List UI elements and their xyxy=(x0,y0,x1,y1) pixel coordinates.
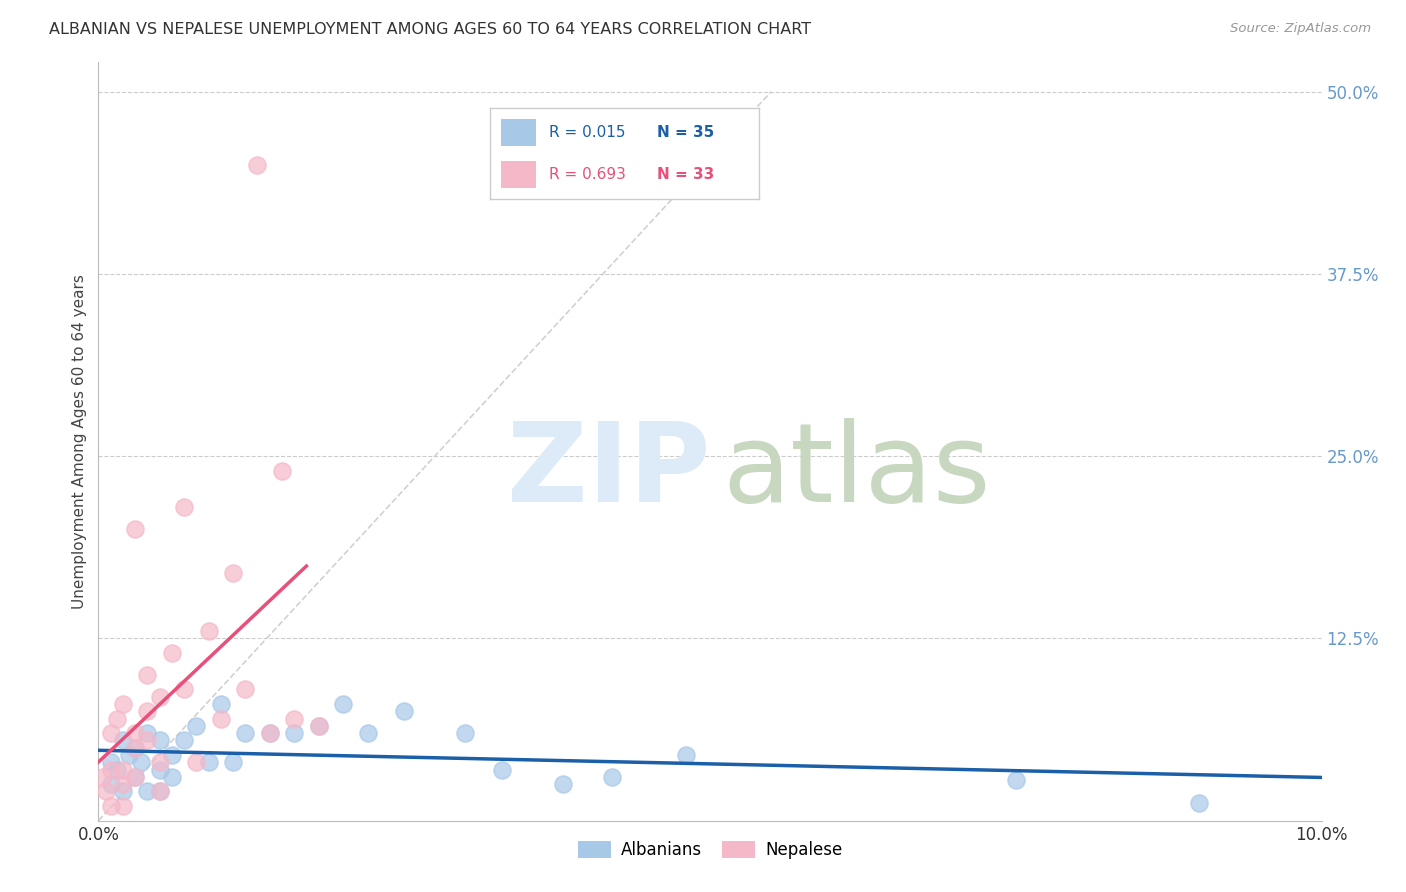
Point xyxy=(160,747,183,762)
Point xyxy=(283,712,305,726)
Point xyxy=(100,726,122,740)
Point xyxy=(332,697,354,711)
Point xyxy=(111,777,134,791)
Point xyxy=(91,770,114,784)
Point xyxy=(136,704,159,718)
Text: atlas: atlas xyxy=(723,418,991,525)
Point xyxy=(197,756,219,770)
Point xyxy=(124,770,146,784)
Point xyxy=(124,522,146,536)
Point xyxy=(118,747,141,762)
Point xyxy=(259,726,281,740)
Y-axis label: Unemployment Among Ages 60 to 64 years: Unemployment Among Ages 60 to 64 years xyxy=(72,274,87,609)
Point xyxy=(160,770,183,784)
Point xyxy=(209,697,232,711)
Point xyxy=(600,770,623,784)
Text: Source: ZipAtlas.com: Source: ZipAtlas.com xyxy=(1230,22,1371,36)
Point xyxy=(308,719,330,733)
Point xyxy=(259,726,281,740)
Point xyxy=(246,157,269,171)
Point xyxy=(100,777,122,791)
Point xyxy=(160,646,183,660)
Point xyxy=(356,726,378,740)
Point xyxy=(149,763,172,777)
Point xyxy=(1004,772,1026,787)
Point xyxy=(149,784,172,798)
Point xyxy=(149,733,172,747)
Point xyxy=(111,763,134,777)
Point xyxy=(283,726,305,740)
Point xyxy=(491,763,513,777)
Text: ALBANIAN VS NEPALESE UNEMPLOYMENT AMONG AGES 60 TO 64 YEARS CORRELATION CHART: ALBANIAN VS NEPALESE UNEMPLOYMENT AMONG … xyxy=(49,22,811,37)
Point xyxy=(173,733,195,747)
Point xyxy=(186,719,208,733)
Point xyxy=(1188,796,1211,810)
Point xyxy=(105,763,128,777)
Point xyxy=(222,566,245,580)
Point xyxy=(105,712,128,726)
Point xyxy=(454,726,477,740)
Point xyxy=(308,719,330,733)
Point xyxy=(270,464,292,478)
Point xyxy=(124,740,146,755)
Point xyxy=(209,712,232,726)
Point xyxy=(222,756,245,770)
Point xyxy=(197,624,219,639)
Point xyxy=(136,784,159,798)
Point xyxy=(129,756,152,770)
Point xyxy=(675,747,697,762)
Point xyxy=(173,500,195,515)
Point xyxy=(111,784,134,798)
Point xyxy=(124,770,146,784)
Point xyxy=(100,799,122,814)
Point xyxy=(149,756,172,770)
Point xyxy=(111,799,134,814)
Text: ZIP: ZIP xyxy=(506,418,710,525)
Point xyxy=(233,726,256,740)
Point xyxy=(149,784,172,798)
Point xyxy=(233,682,256,697)
Point xyxy=(111,733,134,747)
Point xyxy=(124,740,146,755)
Point xyxy=(136,733,159,747)
Point xyxy=(100,763,122,777)
Point xyxy=(173,682,195,697)
Point xyxy=(124,726,146,740)
Point xyxy=(186,756,208,770)
Point xyxy=(392,704,416,718)
Legend: Albanians, Nepalese: Albanians, Nepalese xyxy=(571,834,849,865)
Point xyxy=(136,668,159,682)
Point xyxy=(94,784,117,798)
Point xyxy=(149,690,172,704)
Point xyxy=(136,726,159,740)
Point xyxy=(111,697,134,711)
Point xyxy=(100,756,122,770)
Point xyxy=(553,777,575,791)
